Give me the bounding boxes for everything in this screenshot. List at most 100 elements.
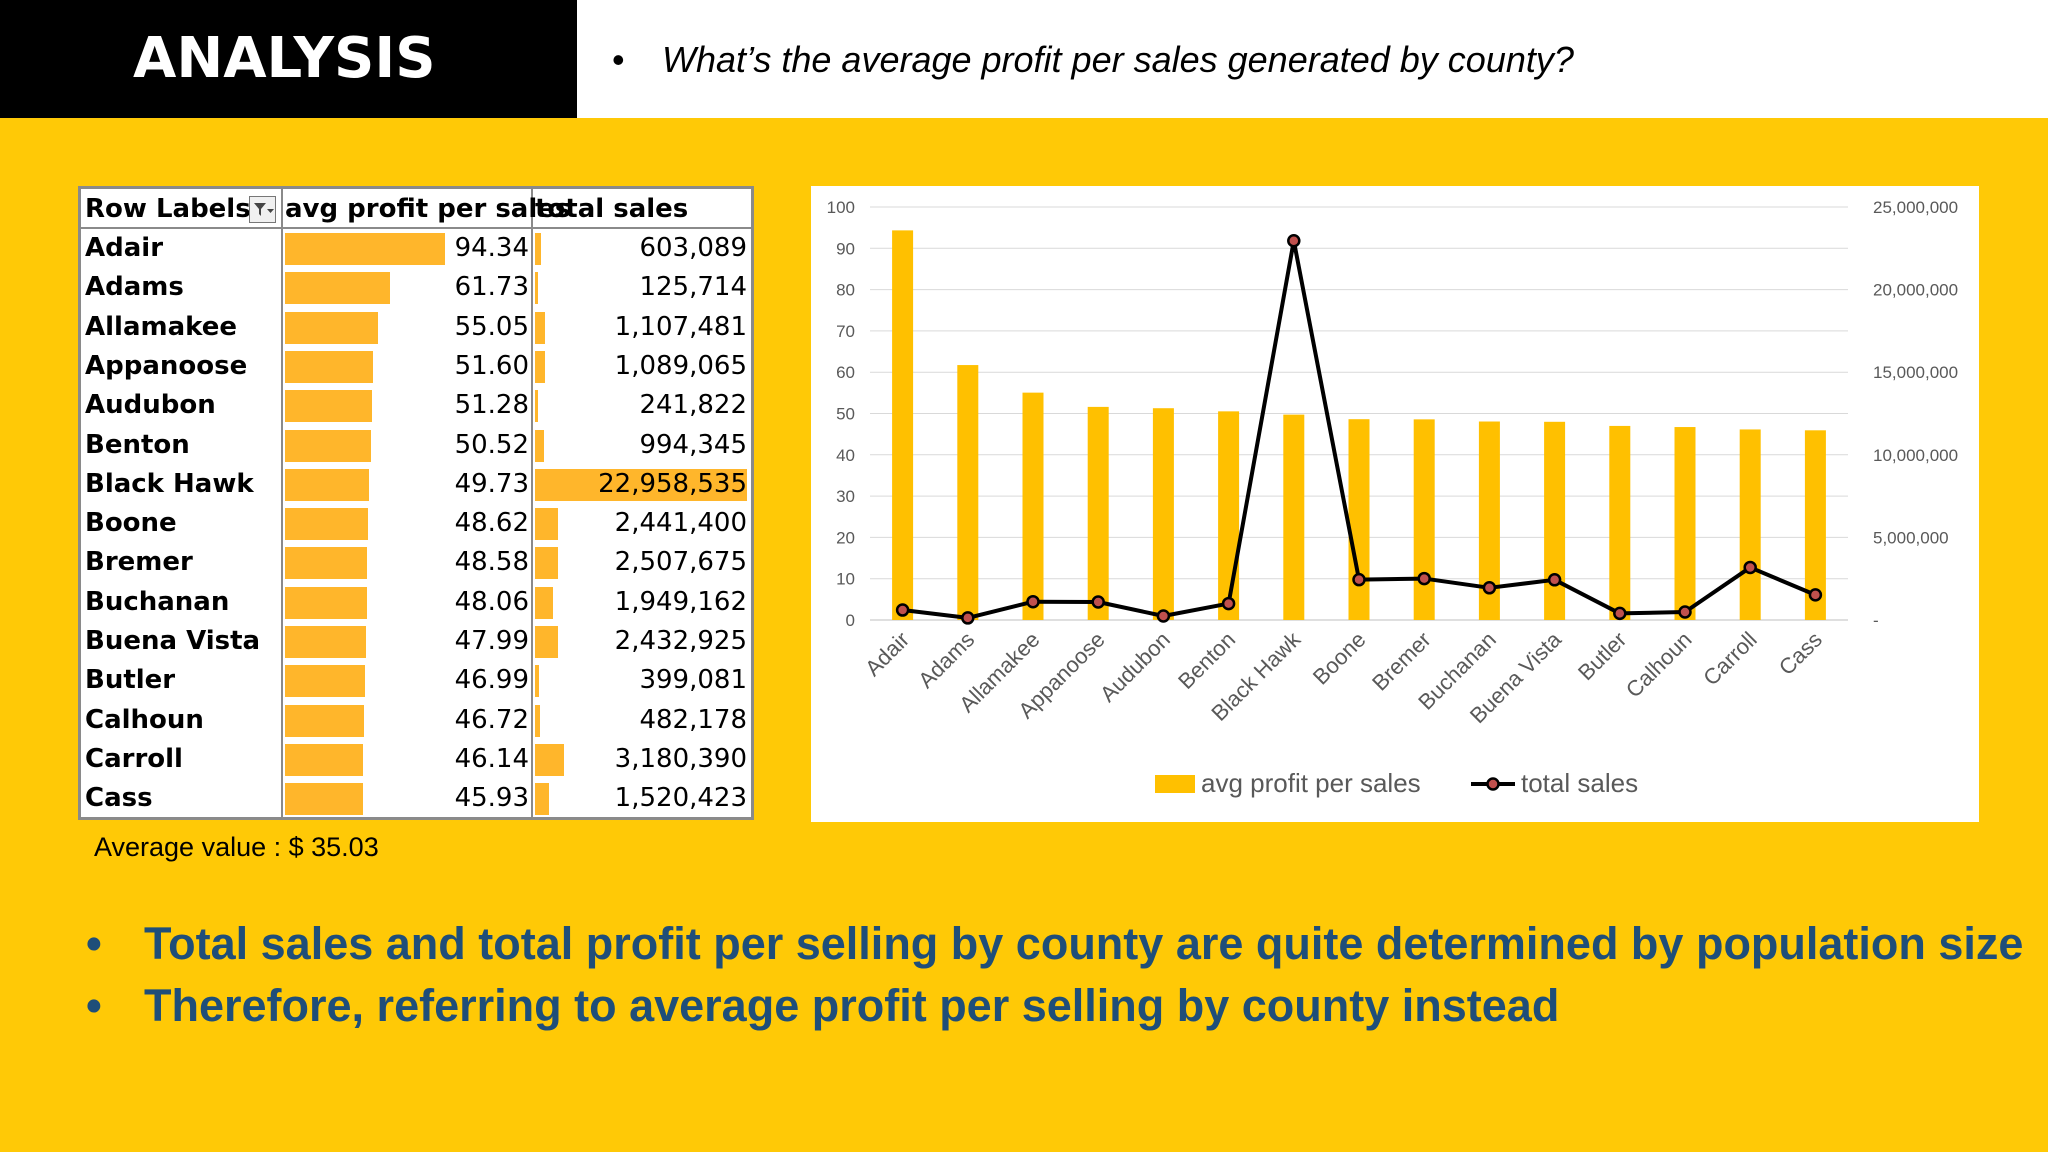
data-bar-total xyxy=(535,783,549,816)
conclusion-text: Therefore, referring to average profit p… xyxy=(144,980,1560,1031)
line-point xyxy=(1808,588,1823,602)
header-total-sales: total sales xyxy=(535,194,689,224)
row-label: Carroll xyxy=(85,743,183,774)
avg-profit-value: 46.14 xyxy=(454,743,529,774)
title-box: ANALYSIS xyxy=(0,0,577,118)
bar-avg-profit xyxy=(957,365,979,620)
line-point xyxy=(1678,605,1692,619)
data-bar-avg xyxy=(285,665,365,698)
line-point xyxy=(1026,594,1040,609)
table-row: Bremer 48.58 2,507,675 xyxy=(81,543,751,582)
row-label: Buchanan xyxy=(85,586,230,617)
data-bar-total xyxy=(535,704,540,737)
x-category-label: Calhoun xyxy=(1621,627,1697,703)
table-row: Carroll 46.14 3,180,390 xyxy=(81,740,751,779)
header-avg-profit: avg profit per sales xyxy=(285,194,571,224)
y-left-tick-label: 40 xyxy=(836,446,855,465)
data-bar-avg xyxy=(285,429,371,462)
total-sales-value: 2,441,400 xyxy=(614,508,747,539)
legend-label-line: total sales xyxy=(1521,768,1638,798)
y-left-tick-label: 0 xyxy=(846,611,855,630)
data-bar-total xyxy=(535,468,747,501)
filter-icon xyxy=(254,203,274,216)
bar-avg-profit xyxy=(1739,429,1761,620)
avg-profit-value: 49.73 xyxy=(454,468,529,499)
avg-profit-value: 48.58 xyxy=(454,547,529,578)
avg-profit-value: 50.52 xyxy=(454,429,529,460)
row-label: Buena Vista xyxy=(85,626,261,656)
combo-chart: 0 10 20 30 40 50 60 70 80 90 100 - 5,000,000 10,000,0… xyxy=(811,186,1979,822)
data-bar-avg xyxy=(285,233,445,265)
line-point xyxy=(1221,596,1236,611)
data-bar-total xyxy=(535,272,538,305)
data-bar-avg xyxy=(285,390,372,423)
row-label: Benton xyxy=(85,429,190,460)
data-bar-avg xyxy=(285,586,367,619)
avg-profit-value: 46.99 xyxy=(454,665,529,696)
data-bar-avg xyxy=(285,743,364,776)
avg-profit-value: 48.06 xyxy=(454,586,529,617)
y-right-tick-label: 10,000,000 xyxy=(1873,446,1958,465)
y-left-tick-label: 30 xyxy=(836,487,855,506)
x-category-label: Carroll xyxy=(1698,627,1761,690)
total-sales-value: 603,089 xyxy=(639,233,747,263)
bullet-dot: • xyxy=(86,980,102,1031)
avg-profit-value: 55.05 xyxy=(454,311,529,342)
average-value-note: Average value : $ 35.03 xyxy=(94,832,379,862)
conclusion-bullet-2: • Therefore, referring to average profit … xyxy=(86,975,2023,1037)
line-point xyxy=(1417,571,1431,586)
data-bar-total xyxy=(535,626,558,658)
data-bar-total xyxy=(535,390,538,423)
legend-label-bars: avg profit per sales xyxy=(1201,768,1421,798)
slide-header: ANALYSIS • What’s the average profit per … xyxy=(0,0,2048,118)
line-point xyxy=(1547,573,1562,587)
line-point xyxy=(961,611,975,625)
bar-avg-profit xyxy=(1218,411,1240,620)
row-label: Cass xyxy=(85,783,153,814)
bar-avg-profit xyxy=(1544,421,1566,620)
question-bullet: • xyxy=(612,39,625,80)
row-label: Black Hawk xyxy=(85,468,254,499)
table-row: Benton 50.52 994,345 xyxy=(81,426,751,465)
data-bar-total xyxy=(535,311,546,344)
bullet-dot: • xyxy=(86,918,102,969)
table-row: Butler 46.99 399,081 xyxy=(81,661,751,700)
chart-svg: 0 10 20 30 40 50 60 70 80 90 100 - 5,000,000 10,000,0… xyxy=(827,198,1958,798)
total-sales-value: 125,714 xyxy=(639,272,747,303)
bar-avg-profit xyxy=(1152,408,1174,620)
bar-avg-profit xyxy=(1478,421,1500,620)
table-row: Adair 94.34 603,089 xyxy=(81,229,751,268)
data-bar-total xyxy=(535,429,545,462)
line-point xyxy=(1091,595,1105,609)
y-left-tick-label: 80 xyxy=(836,281,855,300)
table-row: Black Hawk 49.73 22,958,535 xyxy=(81,465,751,504)
y-right-tick-label: - xyxy=(1873,611,1879,630)
bar-avg-profit xyxy=(1022,392,1044,620)
total-sales-value: 399,081 xyxy=(639,665,747,696)
x-category-label: Audubon xyxy=(1095,627,1175,707)
total-sales-value: 482,178 xyxy=(639,704,747,735)
y-right-tick-label: 25,000,000 xyxy=(1873,198,1958,217)
row-label: Calhoun xyxy=(85,704,204,735)
conclusion-bullet-1: • Total sales and total profit per sellin… xyxy=(86,913,2023,975)
row-label: Audubon xyxy=(85,390,216,421)
table-row: Calhoun 46.72 482,178 xyxy=(81,701,751,740)
y-left-tick-label: 10 xyxy=(836,570,855,589)
data-bar-total xyxy=(535,233,541,265)
total-sales-value: 2,432,925 xyxy=(614,626,747,656)
avg-profit-value: 47.99 xyxy=(454,626,529,656)
data-bar-avg xyxy=(285,350,373,383)
legend-swatch-bars xyxy=(1155,775,1195,793)
table-row: Appanoose 51.60 1,089,065 xyxy=(81,347,751,386)
legend-swatch-marker xyxy=(1486,777,1500,791)
filter-dropdown-button[interactable] xyxy=(249,196,276,223)
avg-profit-value: 48.62 xyxy=(454,508,529,539)
avg-profit-value: 61.73 xyxy=(454,272,529,303)
avg-profit-value: 45.93 xyxy=(454,783,529,814)
line-point xyxy=(1743,560,1757,575)
line-point xyxy=(1156,609,1171,623)
y-left-tick-label: 90 xyxy=(836,239,855,258)
avg-profit-value: 51.60 xyxy=(454,350,529,381)
table-row: Boone 48.62 2,441,400 xyxy=(81,504,751,543)
table-row: Adams 61.73 125,714 xyxy=(81,268,751,307)
